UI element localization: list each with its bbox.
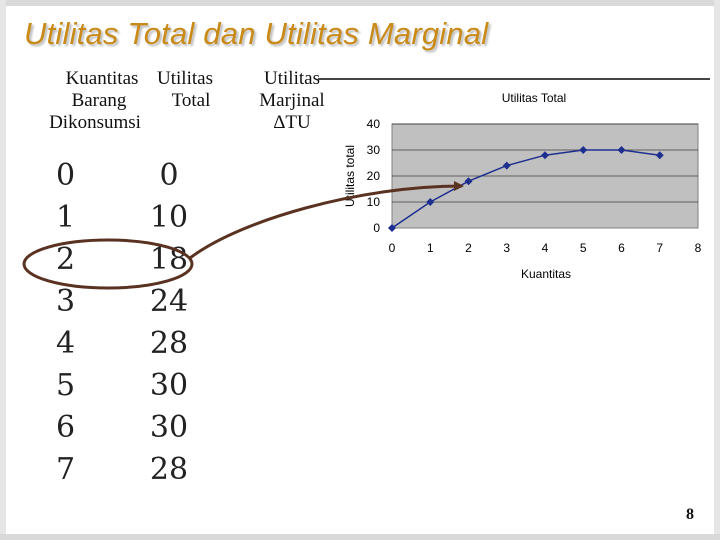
y-axis-label: Utilitas total [343,145,357,207]
x-tick-label: 0 [389,241,396,255]
total-utility-cell: 24 [149,284,189,319]
total-utility-cell: 28 [149,452,189,487]
x-tick-label: 2 [465,241,472,255]
slide-frame-top [0,0,720,6]
y-tick-label: 10 [367,195,381,209]
slide-title: Utilitas Total dan Utilitas Marginal [24,16,489,51]
data-point [464,177,473,186]
header-rule [318,78,710,80]
quantity-cell: 6 [56,410,76,445]
header-total-utility: Utilitas Total [140,68,230,112]
quantity-cell: 3 [56,284,76,319]
y-tick-label: 0 [373,221,380,235]
header-total-line1: Utilitas [157,68,213,89]
header-quantity-line1: Kuantitas [65,68,139,89]
quantity-cell: 1 [56,200,76,235]
chart-title: Utilitas Total [502,91,566,105]
quantity-cell: 4 [56,326,76,361]
x-tick-label: 1 [427,241,434,255]
quantity-cell: 5 [56,368,76,403]
total-utility-chart: 0 10 20 30 40 0 1 2 3 4 5 6 7 8 Utilitas Total Kuantita… [343,91,702,281]
header-quantity-line3: Dikonsumsi [49,112,141,133]
data-point [541,151,549,160]
x-tick-label: 3 [503,241,510,255]
data-point [502,161,511,170]
header-quantity: Kuantitas Barang Dikonsumsi [30,68,160,134]
total-utility-column: 0 10 18 24 28 30 30 28 [144,155,194,491]
header-marginal-line2: Marjinal [259,90,325,111]
x-tick-label: 6 [618,241,625,255]
y-tick-label: 40 [367,117,381,131]
x-tick-label: 4 [542,241,549,255]
total-utility-cell: 30 [149,368,189,403]
total-utility-cell: 18 [149,242,189,277]
data-point [655,151,664,160]
slide-frame-bottom [0,534,720,540]
page-number: 8 [686,506,694,523]
total-utility-cell: 28 [149,326,189,361]
quantity-cell: 7 [56,452,76,487]
quantity-column: 0 1 2 3 4 5 6 7 [56,155,96,491]
total-utility-cell: 30 [149,410,189,445]
header-total-line2: Total [171,90,211,111]
total-utility-cell: 10 [149,200,189,235]
quantity-cell: 0 [56,158,76,193]
quantity-cell: 2 [56,242,76,277]
data-point [579,146,588,154]
x-axis-label: Kuantitas [521,267,571,281]
header-marginal-utility: Utilitas Marjinal ΔTU [244,68,340,134]
data-point [617,146,626,154]
total-utility-cell: 0 [159,158,179,193]
y-tick-label: 20 [367,169,381,183]
header-marginal-line3: ΔTU [273,112,311,133]
x-tick-label: 7 [656,241,663,255]
slide-frame-left [0,0,6,540]
header-quantity-line2: Barang [71,90,127,111]
x-tick-label: 8 [695,241,702,255]
x-tick-label: 5 [580,241,587,255]
y-tick-label: 30 [367,143,381,157]
slide-frame-right [714,0,720,540]
header-marginal-line1: Utilitas [264,68,320,89]
chart-area: 0 10 20 30 40 0 1 2 3 4 5 6 7 8 Utilitas Total Kuantita… [328,82,714,298]
